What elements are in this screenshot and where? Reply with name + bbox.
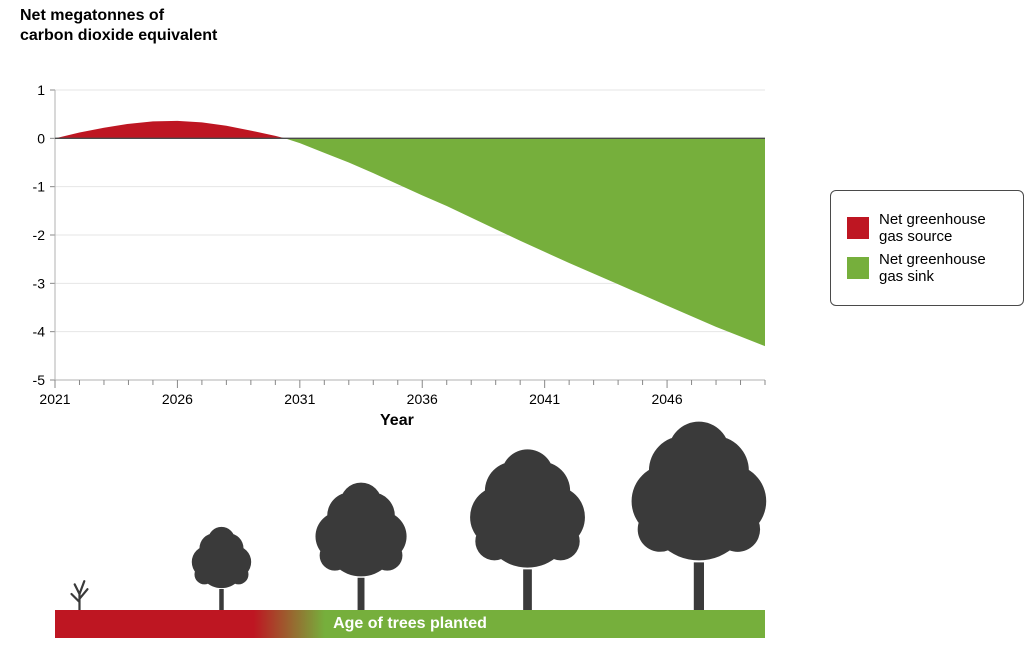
- legend: Net greenhouse gas source Net greenhouse …: [830, 190, 1024, 306]
- legend-swatch: [847, 217, 869, 239]
- tree-icon: [192, 527, 251, 610]
- age-of-trees-bar: Age of trees planted: [55, 610, 765, 638]
- legend-item: Net greenhouse gas sink: [847, 251, 1007, 285]
- tree-icon: [315, 483, 406, 610]
- tree-icon: [470, 449, 585, 610]
- age-bar-label: Age of trees planted: [333, 615, 487, 633]
- legend-label: Net greenhouse gas sink: [879, 251, 1007, 285]
- tree-icon: [632, 422, 767, 610]
- page-root: Net megatonnes of carbon dioxide equival…: [0, 0, 1024, 657]
- legend-label: Net greenhouse gas source: [879, 211, 1007, 245]
- tree-icon: [71, 581, 87, 610]
- tree-silhouettes: [0, 0, 790, 640]
- legend-swatch: [847, 257, 869, 279]
- legend-item: Net greenhouse gas source: [847, 211, 1007, 245]
